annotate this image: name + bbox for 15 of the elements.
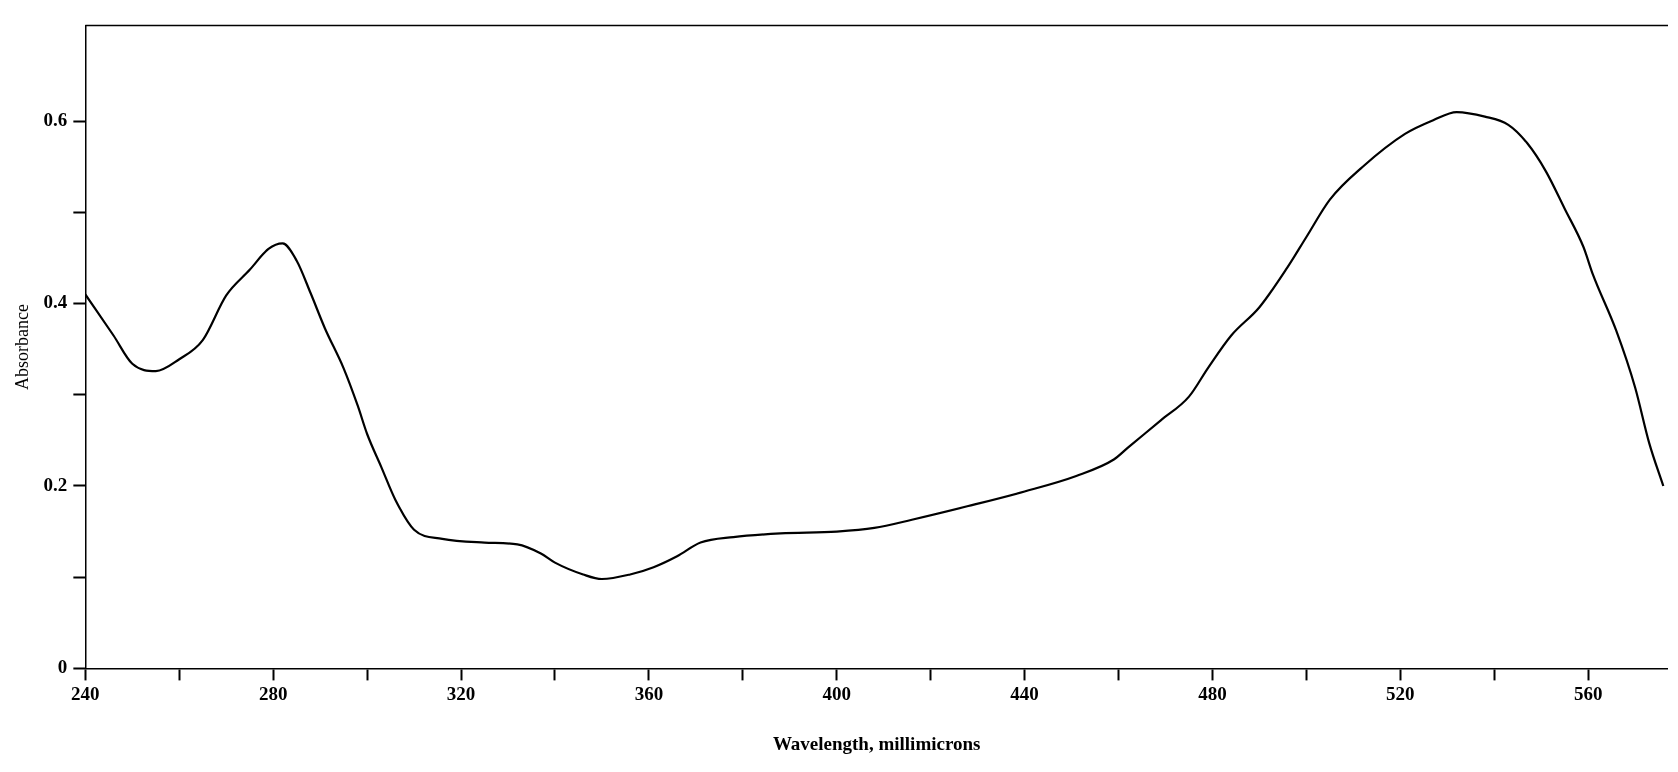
x-tick-label: 520 [1386, 682, 1415, 704]
x-tick-label: 280 [258, 682, 288, 704]
x-tick-label: 360 [634, 682, 664, 704]
x-tick-label: 440 [1010, 682, 1039, 704]
x-tick-label: 400 [822, 682, 852, 704]
x-tick-label: 240 [71, 682, 100, 704]
y-tick-label: 0.6 [43, 109, 68, 131]
y-tick-label: 0.4 [43, 291, 68, 313]
x-tick-label: 320 [446, 682, 476, 704]
y-axis-title: Absorbance [11, 303, 32, 390]
x-axis-title: Wavelength, millimicrons [772, 732, 981, 754]
x-tick-label: 560 [1573, 682, 1603, 704]
x-tick-label: 480 [1198, 682, 1227, 704]
y-tick-label: 0.2 [43, 473, 68, 495]
y-tick-label: 0 [57, 656, 68, 678]
